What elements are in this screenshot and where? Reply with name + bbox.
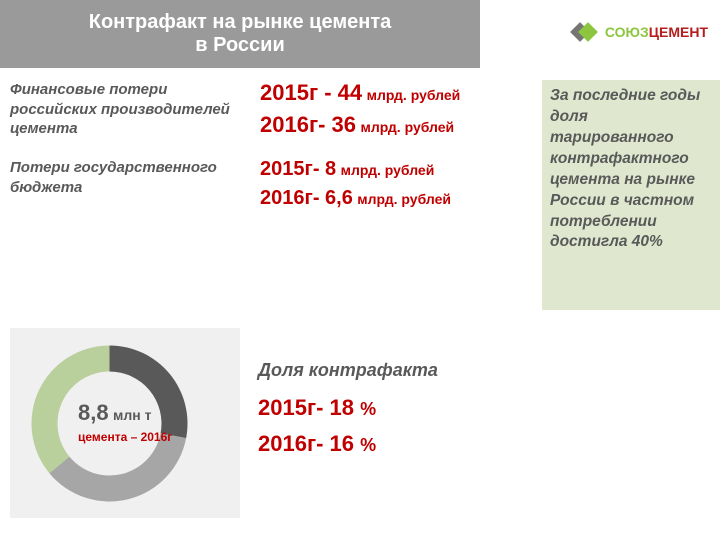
donut-unit: млн т [113, 407, 151, 423]
share-2015: 2015г- 18 % [258, 395, 558, 421]
main-data: Финансовые потери российских производите… [10, 80, 540, 222]
donut-center: 8,8 млн т цемента – 2016г [78, 400, 218, 444]
share-2016: 2016г- 16 % [258, 431, 558, 457]
budget-values: 2015г- 8 млрд. рублей 2016г- 6,6 млрд. р… [260, 158, 540, 216]
producers-2015: 2015г - 44 млрд. рублей [260, 80, 540, 106]
budget-label: Потери государственного бюджета [10, 158, 260, 216]
donut-value: 8,8 [78, 400, 109, 425]
title-line-2: в России [195, 34, 284, 57]
donut-subtitle: цемента – 2016г [78, 430, 218, 444]
title-line-1: Контрафакт на рынке цемента [89, 11, 392, 34]
producers-values: 2015г - 44 млрд. рублей 2016г- 36 млрд. … [260, 80, 540, 144]
logo-icon [571, 18, 599, 46]
page-title: Контрафакт на рынке цемента в России [0, 0, 480, 68]
logo: СОЮЗЦЕМЕНТ [571, 18, 708, 46]
budget-row: Потери государственного бюджета 2015г- 8… [10, 158, 540, 216]
producers-label: Финансовые потери российских производите… [10, 80, 260, 144]
share-title: Доля контрафакта [258, 360, 558, 381]
sidebar-note: За последние годы доля тарированного кон… [542, 80, 720, 310]
share-block: Доля контрафакта 2015г- 18 % 2016г- 16 % [258, 360, 558, 467]
producers-2016: 2016г- 36 млрд. рублей [260, 112, 540, 138]
donut-chart: 8,8 млн т цемента – 2016г [10, 328, 240, 518]
budget-2015: 2015г- 8 млрд. рублей [260, 158, 540, 181]
budget-2016: 2016г- 6,6 млрд. рублей [260, 187, 540, 210]
logo-text: СОЮЗЦЕМЕНТ [605, 24, 708, 40]
producers-row: Финансовые потери российских производите… [10, 80, 540, 144]
